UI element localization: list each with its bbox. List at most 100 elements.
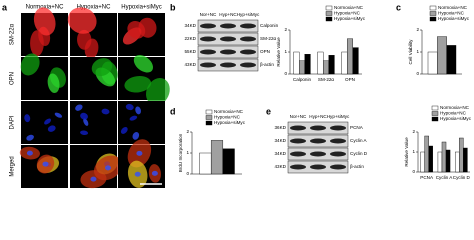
protein-label: Cyclin A: [350, 138, 368, 143]
band: [290, 138, 306, 144]
column-header: Hypoxia+siMyc: [121, 5, 162, 11]
nucleus: [151, 170, 158, 176]
cell: [47, 73, 60, 93]
band: [240, 23, 256, 29]
row-label: OPN: [10, 72, 16, 85]
row-label: Merged: [10, 156, 16, 176]
band: [330, 125, 346, 131]
bar: [352, 47, 359, 75]
cell: [83, 118, 89, 126]
cell: [44, 118, 52, 125]
legend-swatch: [205, 115, 213, 120]
legend-label: Hypoxia+siMyc: [334, 16, 366, 21]
cell: [124, 75, 152, 93]
bar: [293, 51, 300, 75]
band: [200, 36, 216, 42]
protein-label: SM-22α: [260, 36, 277, 41]
nucleus: [26, 150, 33, 156]
band: [330, 151, 346, 157]
band: [240, 49, 256, 55]
y-tick-label: 0: [416, 71, 419, 76]
cell: [135, 106, 141, 115]
legend-label: Hypoxia+NC: [334, 11, 361, 16]
cell: [129, 115, 138, 121]
x-tick-label: Cyclin A: [436, 175, 454, 180]
lane-label: Hyp+siMyc: [327, 114, 350, 119]
band: [310, 125, 326, 131]
legend-swatch: [325, 16, 333, 22]
band: [220, 49, 236, 55]
bar: [445, 149, 451, 173]
bar: [441, 141, 447, 173]
bar: [446, 45, 457, 75]
nucleus: [136, 150, 143, 156]
protein-label: β-actin: [260, 62, 274, 67]
legend-swatch: [429, 5, 437, 11]
lane-label: Nor+NC: [290, 114, 307, 119]
band: [200, 62, 216, 68]
legend-label: Normoxia+NC: [214, 109, 244, 114]
y-tick-label: 2: [416, 27, 419, 32]
cell: [84, 38, 99, 59]
nucleus: [105, 165, 112, 171]
legend-swatch: [205, 109, 213, 115]
x-tick-label: SM-22α: [318, 77, 335, 82]
band: [310, 151, 326, 157]
bar: [299, 60, 306, 75]
y-tick-label: 0: [412, 169, 415, 174]
protein-label: Calponin: [260, 23, 279, 28]
x-tick-label: OPN: [345, 77, 355, 82]
size-label: 22KD: [185, 36, 197, 41]
lane-label: Hyp+siMyc: [237, 12, 260, 17]
protein-label: PCNA: [350, 125, 364, 130]
band: [200, 23, 216, 29]
cell: [20, 53, 40, 76]
bar: [463, 147, 468, 173]
cell: [101, 108, 110, 115]
cell: [80, 112, 88, 120]
row-label: DAPI: [10, 115, 16, 129]
bar: [455, 151, 460, 173]
row-label: SM-22α: [10, 23, 16, 45]
size-label: 36KD: [275, 125, 287, 130]
lane-label: Hyp+NC: [219, 12, 237, 17]
bar: [427, 51, 438, 75]
y-tick-label: 2: [412, 129, 415, 134]
y-tick-label: 0: [284, 71, 287, 76]
bar: [304, 54, 311, 75]
y-tick-label: 1: [412, 149, 415, 154]
band: [330, 138, 346, 144]
band: [290, 164, 306, 170]
size-label: 43KD: [275, 164, 287, 169]
band: [200, 49, 216, 55]
panel-label: b: [170, 2, 176, 12]
bar: [428, 145, 433, 173]
band: [220, 62, 236, 68]
column-header: Normoxia+NC: [26, 5, 65, 11]
cell: [125, 103, 134, 111]
bar: [328, 55, 335, 75]
cell: [47, 125, 56, 132]
cell: [132, 131, 140, 140]
legend-swatch: [325, 11, 333, 16]
legend-swatch: [205, 120, 213, 126]
band: [330, 164, 346, 170]
cell: [24, 114, 31, 123]
legend-label: Normoxia+NC: [440, 105, 470, 110]
size-label: 34KD: [275, 151, 287, 156]
x-tick-label: PCNA: [420, 175, 434, 180]
cell: [75, 104, 83, 111]
size-label: 43KD: [185, 62, 197, 67]
y-axis-label: BrdU Incorporation: [178, 133, 183, 172]
protein-label: β-actin: [350, 164, 364, 169]
legend-swatch: [429, 16, 437, 22]
legend-label: Hypoxia+siMyc: [214, 120, 246, 125]
size-label: 34KD: [185, 23, 197, 28]
legend-label: Hypoxia+siMyc: [440, 116, 472, 121]
y-tick-label: 1: [186, 150, 189, 155]
legend-label: Normoxia+NC: [438, 5, 468, 10]
y-tick-label: 0: [186, 171, 189, 176]
cell: [54, 112, 63, 118]
cell: [80, 130, 89, 136]
band: [290, 125, 306, 131]
